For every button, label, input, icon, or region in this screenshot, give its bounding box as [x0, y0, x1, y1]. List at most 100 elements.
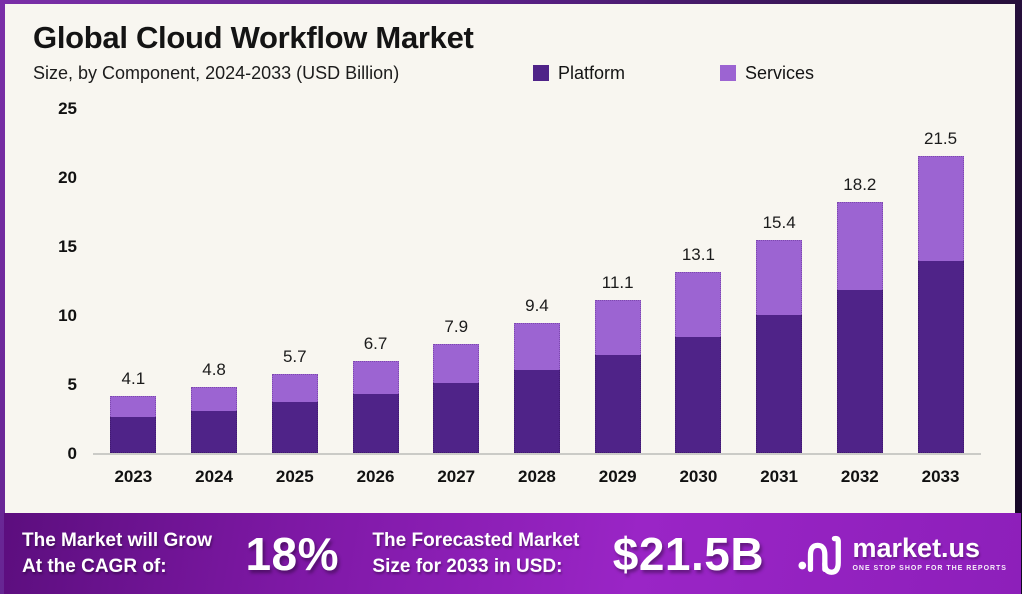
bar-group-2032: 18.2 2032 [836, 108, 883, 486]
bar-value-label-2028: 9.4 [525, 296, 549, 316]
bar-group-2029: 11.1 2029 [594, 108, 641, 486]
forecast-value: $21.5B [612, 527, 765, 580]
bar-stack-2030 [675, 272, 722, 453]
bar-value-label-2033: 21.5 [924, 129, 958, 149]
bar-value-label-2027: 7.9 [444, 316, 469, 336]
x-axis-label-2026: 2026 [356, 467, 395, 486]
bar-group-2030: 13.1 2030 [675, 108, 722, 486]
bar-group-2023: 4.1 2023 [110, 108, 157, 486]
bar-segment-platform-2023 [110, 417, 157, 453]
bar-value-label-2026: 6.7 [363, 333, 388, 353]
cagr-caption-line1: The Market will Grow [22, 529, 213, 551]
header: Global Cloud Workflow Market Size, by Co… [5, 4, 1015, 100]
bar-group-2026: 6.7 2026 [352, 108, 399, 486]
forecast-caption-line1: The Forecasted Market [372, 529, 580, 551]
bar-stack-2029 [594, 299, 641, 453]
bar-value-label-2030: 13.1 [681, 245, 715, 265]
x-axis-label-2030: 2030 [679, 467, 718, 486]
bar-value-label-2024: 4.8 [202, 359, 226, 379]
bar-stack-2027 [433, 343, 480, 453]
bar-group-2031: 15.4 2031 [756, 108, 803, 486]
bar-segment-services-2028 [513, 323, 560, 371]
marketus-logo: market.us ONE STOP SHOP FOR THE REPORTS [797, 532, 1007, 576]
bar-segment-platform-2029 [594, 355, 641, 453]
bar-segment-platform-2026 [352, 393, 399, 453]
bar-segment-platform-2025 [271, 402, 318, 453]
bar-group-2033: 21.5 2033 [917, 108, 964, 486]
bottom-banner: The Market will Grow At the CAGR of: 18%… [4, 513, 1021, 594]
page-title: Global Cloud Workflow Market [33, 20, 474, 55]
logo-text-block: market.us ONE STOP SHOP FOR THE REPORTS [852, 533, 1007, 573]
bar-group-2024: 4.8 2024 [191, 108, 238, 486]
legend-services-label: Services [745, 62, 815, 83]
bar-segment-services-2024 [191, 386, 238, 411]
legend-platform-label: Platform [558, 62, 626, 83]
bar-stack-2024 [191, 386, 238, 453]
bar-segment-services-2023 [110, 396, 157, 418]
legend-item-services: Services [720, 63, 895, 84]
x-axis-label-2029: 2029 [598, 467, 637, 486]
bar-group-2025: 5.7 2025 [271, 108, 318, 486]
platform-swatch-icon [533, 65, 549, 82]
x-axis-label-2032: 2032 [840, 467, 879, 486]
x-axis-label-2027: 2027 [437, 467, 476, 486]
y-axis-tick-0: 0 [67, 444, 77, 463]
bar-segment-platform-2028 [513, 370, 560, 453]
bar-segment-services-2033 [917, 156, 964, 262]
x-axis-label-2023: 2023 [114, 467, 153, 486]
bar-value-label-2032: 18.2 [843, 174, 877, 194]
bar-value-label-2025: 5.7 [282, 347, 307, 367]
y-axis-tick-25: 25 [58, 99, 77, 118]
x-axis-label-2025: 2025 [275, 467, 314, 486]
cagr-caption-line2: At the CAGR of: [22, 555, 167, 577]
bar-segment-platform-2031 [756, 315, 803, 453]
bar-segment-platform-2033 [917, 261, 964, 453]
x-axis-label-2033: 2033 [921, 467, 960, 486]
bar-stack-2025 [271, 374, 318, 453]
infographic-content: Global Cloud Workflow Market Size, by Co… [4, 4, 1021, 594]
x-axis-label-2031: 2031 [760, 467, 799, 486]
bar-stack-2026 [352, 360, 399, 453]
forecast-caption-line2: Size for 2033 in USD: [372, 555, 563, 577]
bar-value-label-2023: 4.1 [121, 369, 146, 389]
y-axis-tick-20: 20 [58, 168, 77, 187]
bar-segment-platform-2024 [191, 410, 238, 453]
bar-stack-2033 [917, 156, 964, 453]
bar-stack-2023 [110, 396, 157, 453]
bar-segment-platform-2030 [675, 337, 722, 453]
bar-segment-platform-2032 [836, 290, 883, 453]
bar-group-2027: 7.9 2027 [433, 108, 480, 486]
chart-legend: Platform Services [533, 63, 895, 84]
stacked-bar-chart: 0 5 10 15 20 25 4.1 2023 4.8 2024 5.7 2025 6.7 2026 7.… [5, 99, 1015, 513]
bar-segment-platform-2027 [433, 382, 480, 453]
bar-value-label-2031: 15.4 [762, 213, 796, 233]
bar-segment-services-2032 [836, 201, 883, 291]
bar-segment-services-2025 [271, 374, 318, 403]
subtitle-row: Size, by Component, 2024-2033 (USD Billi… [33, 63, 1015, 84]
chart-subtitle: Size, by Component, 2024-2033 (USD Billi… [33, 62, 400, 83]
bar-segment-services-2030 [675, 272, 722, 338]
bar-stack-2031 [756, 240, 803, 453]
bar-segment-services-2027 [433, 343, 480, 383]
bar-segment-services-2029 [594, 299, 641, 356]
cagr-value: 18% [245, 527, 340, 580]
legend-item-platform: Platform [533, 63, 708, 84]
bar-group-2028: 9.4 2028 [513, 108, 560, 486]
services-swatch-icon [720, 65, 736, 82]
bar-segment-services-2026 [352, 360, 399, 394]
y-axis-tick-10: 10 [58, 306, 77, 325]
forecast-caption: The Forecasted Market Size for 2033 in U… [372, 528, 579, 579]
marketus-squiggle-icon [797, 535, 841, 575]
bar-segment-services-2031 [756, 240, 803, 316]
y-axis-tick-5: 5 [67, 375, 77, 394]
bar-value-label-2029: 11.1 [601, 272, 634, 292]
bar-stack-2028 [513, 323, 560, 453]
cagr-caption: The Market will Grow At the CAGR of: [22, 528, 212, 579]
logo-tagline: ONE STOP SHOP FOR THE REPORTS [852, 565, 1007, 572]
y-axis-tick-15: 15 [58, 237, 77, 256]
logo-wordmark: market.us [852, 533, 981, 563]
plot-area: 0 5 10 15 20 25 4.1 2023 4.8 2024 5.7 2025 6.7 2026 7.… [58, 99, 981, 486]
x-axis-label-2024: 2024 [195, 467, 233, 486]
x-axis-label-2028: 2028 [518, 467, 556, 486]
